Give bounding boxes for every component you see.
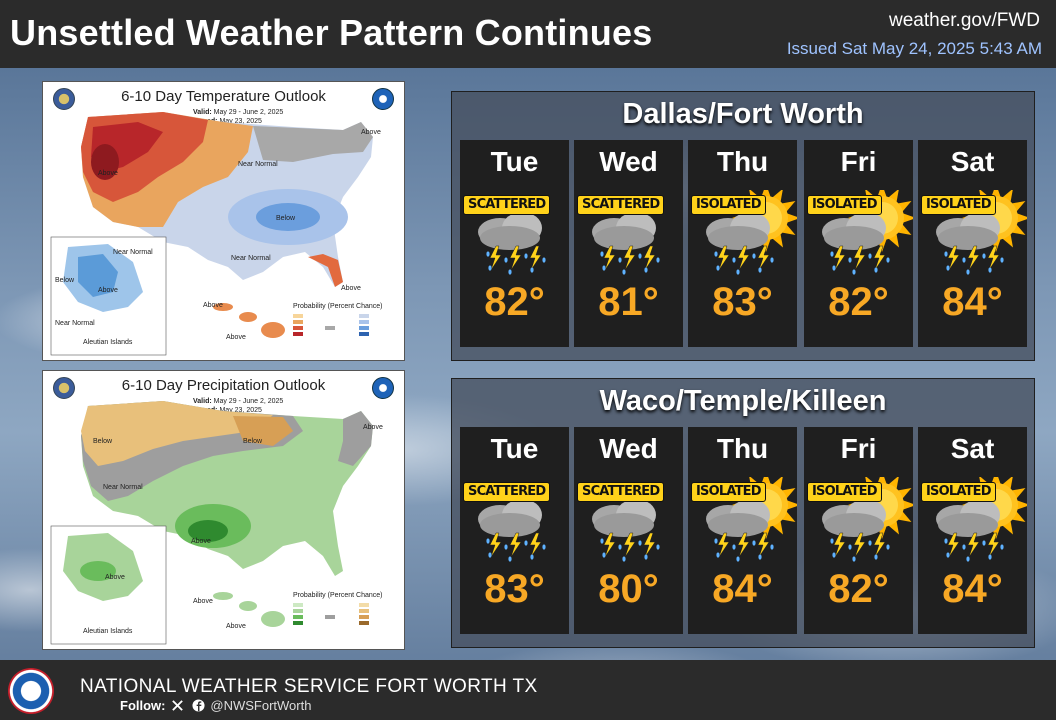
high-temperature: 83° xyxy=(712,280,773,324)
precip-label: Above xyxy=(363,424,383,431)
day-name: Sat xyxy=(950,146,995,177)
day-name: Wed xyxy=(599,433,658,464)
forecast-day-wed: Wed SCATTERED 80° xyxy=(574,427,683,634)
high-temperature: 84° xyxy=(942,280,1003,324)
precip-label: Near Normal xyxy=(103,484,143,491)
social-follow: Follow: @NWSFortWorth xyxy=(120,698,312,713)
precip-legend-title: Probability (Percent Chance) xyxy=(293,592,383,599)
thunderstorm-icon xyxy=(592,212,660,275)
precip-label: Above xyxy=(191,538,211,545)
city-name: Waco/Temple/Killeen xyxy=(599,385,887,417)
partly-sunny-thunderstorm-icon xyxy=(706,477,797,562)
day-name: Tue xyxy=(490,433,539,464)
temp-label: Aleutian Islands xyxy=(83,339,133,346)
storm-coverage-badge: ISOLATED xyxy=(691,482,766,502)
storm-coverage-badge: ISOLATED xyxy=(691,195,766,215)
forecast-day-thu: Thu ISOLATED 84° xyxy=(688,427,797,634)
precipitation-outlook-map: 6-10 Day Precipitation Outlook Valid: Ma… xyxy=(42,370,405,650)
temperature-outlook-map: 6-10 Day Temperature Outlook Valid: May … xyxy=(42,81,405,361)
partly-sunny-thunderstorm-icon xyxy=(706,190,797,275)
day-name: Tue xyxy=(490,146,539,177)
forecast-day-sat: Sat ISOLATED 84° xyxy=(918,140,1027,347)
forecast-day-thu: Thu ISOLATED 83° xyxy=(688,140,797,347)
social-handle[interactable]: @NWSFortWorth xyxy=(210,698,312,713)
temp-label: Near Normal xyxy=(238,161,278,168)
site-url[interactable]: weather.gov/FWD xyxy=(889,10,1040,31)
precipitation-outlook-title: 6-10 Day Precipitation Outlook xyxy=(121,377,326,394)
precip-label: Above xyxy=(193,598,213,605)
temp-label: Above xyxy=(203,302,223,309)
storm-coverage-badge: SCATTERED xyxy=(577,195,665,215)
temp-label: Above xyxy=(226,334,246,341)
footer: NATIONAL WEATHER SERVICE FORT WORTH TX F… xyxy=(0,660,1056,720)
forecast-day-fri: Fri ISOLATED 82° xyxy=(804,140,913,347)
high-temperature: 83° xyxy=(484,567,545,611)
precip-label: Above xyxy=(226,623,246,630)
day-name: Thu xyxy=(716,433,769,464)
thunderstorm-icon xyxy=(478,212,546,275)
day-name: Fri xyxy=(840,433,877,464)
city-name: Dallas/Fort Worth xyxy=(622,98,864,130)
header: Unsettled Weather Pattern Continues weat… xyxy=(0,0,1056,68)
precip-label: Above xyxy=(105,574,125,581)
temp-label: Below xyxy=(276,215,296,222)
high-temperature: 82° xyxy=(828,280,889,324)
storm-coverage-badge: ISOLATED xyxy=(807,482,882,502)
thunderstorm-icon xyxy=(478,499,546,562)
high-temperature: 82° xyxy=(484,280,545,324)
day-name: Wed xyxy=(599,146,658,177)
forecast-day-sat: Sat ISOLATED 84° xyxy=(918,427,1027,634)
forecast-day-tue: Tue SCATTERED 83° xyxy=(460,427,569,634)
forecast-day-tue: Tue SCATTERED 82° xyxy=(460,140,569,347)
storm-coverage-badge: SCATTERED xyxy=(577,482,665,502)
temp-label: Above xyxy=(98,170,118,177)
storm-coverage-badge: SCATTERED xyxy=(463,195,551,215)
page-title: Unsettled Weather Pattern Continues xyxy=(10,12,653,53)
agency-name: NATIONAL WEATHER SERVICE FORT WORTH TX xyxy=(80,676,538,697)
noaa-seal-icon xyxy=(53,88,75,110)
noaa-logo-icon xyxy=(372,377,394,399)
temp-legend-title: Probability (Percent Chance) xyxy=(293,303,383,310)
facebook-icon[interactable] xyxy=(192,699,205,712)
forecast-day-fri: Fri ISOLATED 82° xyxy=(804,427,913,634)
high-temperature: 84° xyxy=(942,567,1003,611)
high-temperature: 84° xyxy=(712,567,773,611)
storm-coverage-badge: ISOLATED xyxy=(921,195,996,215)
forecast-waco-temple-killeen: Waco/Temple/Killeen Tue SCATTERED 83° Wed SC… xyxy=(451,378,1035,648)
noaa-logo-icon xyxy=(372,88,394,110)
precip-label: Below xyxy=(243,438,263,445)
high-temperature: 81° xyxy=(598,280,659,324)
temp-label: Above xyxy=(361,129,381,136)
temp-label: Near Normal xyxy=(55,320,95,327)
issued-time: Issued Sat May 24, 2025 5:43 AM xyxy=(786,39,1042,58)
temp-label: Above xyxy=(98,287,118,294)
storm-coverage-badge: ISOLATED xyxy=(921,482,996,502)
temp-label: Near Normal xyxy=(113,249,153,256)
noaa-seal-icon xyxy=(53,377,75,399)
precip-label: Below xyxy=(93,438,113,445)
high-temperature: 80° xyxy=(598,567,659,611)
x-icon[interactable] xyxy=(171,699,184,712)
precip-label: Aleutian Islands xyxy=(83,628,133,635)
temp-label: Below xyxy=(55,277,75,284)
nws-logo-icon xyxy=(8,668,54,714)
precipitation-outlook-graphic: Below Below Near Normal Above Above Abov… xyxy=(50,401,383,645)
forecast-dallas-fort-worth: Dallas/Fort Worth Tue SCATTERED 82° Wed SCAT… xyxy=(451,91,1035,361)
temp-label: Near Normal xyxy=(231,255,271,262)
storm-coverage-badge: ISOLATED xyxy=(807,195,882,215)
day-name: Thu xyxy=(716,146,769,177)
day-name: Fri xyxy=(840,146,877,177)
temperature-outlook-graphic: Above Near Normal Above Below Near Norma… xyxy=(50,112,383,356)
temperature-outlook-title: 6-10 Day Temperature Outlook xyxy=(121,88,326,105)
day-name: Sat xyxy=(950,433,995,464)
temp-label: Above xyxy=(341,285,361,292)
thunderstorm-icon xyxy=(592,499,660,562)
storm-coverage-badge: SCATTERED xyxy=(463,482,551,502)
partly-sunny-thunderstorm-icon xyxy=(936,190,1027,275)
high-temperature: 82° xyxy=(828,567,889,611)
forecast-day-wed: Wed SCATTERED 81° xyxy=(574,140,683,347)
